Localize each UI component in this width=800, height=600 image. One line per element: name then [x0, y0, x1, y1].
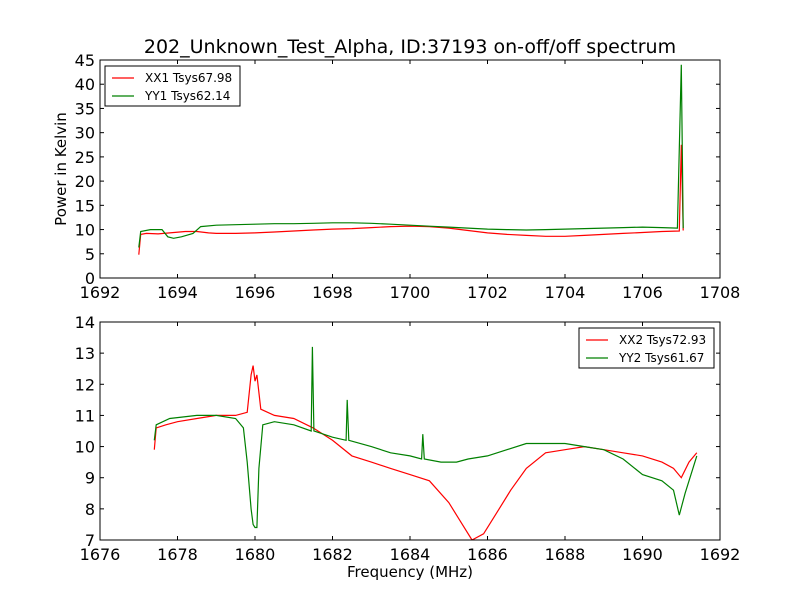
chart-1: 1692 1694 1696 1698 1700 1702 1704 1706 1708 0 5 10… [52, 51, 740, 302]
chart-2-xlabel: Frequency (MHz) [347, 563, 473, 581]
chart-2-xtick-label: 1690 [622, 545, 663, 564]
chart-2-xtick-label: 1682 [312, 545, 353, 564]
chart-1-xtick-label: 1704 [545, 283, 586, 302]
chart-2-xtick-label: 1676 [80, 545, 121, 564]
chart-1-xtick-label: 1708 [700, 283, 741, 302]
chart-1-xtick-label: 1696 [235, 283, 276, 302]
chart-1-ytick-label: 5 [85, 245, 95, 264]
subplots: 1692 1694 1696 1698 1700 1702 1704 1706 1708 0 5 10… [52, 51, 740, 581]
chart-2-xtick-label: 1686 [467, 545, 508, 564]
chart-2-xtick-label: 1688 [545, 545, 586, 564]
chart-1-legend: XX1 Tsys67.98 YY1 Tsys62.14 [104, 65, 241, 107]
chart-1-ytick-label: 10 [75, 221, 95, 240]
chart-2-ytick-label: 8 [85, 500, 95, 519]
chart-2-ytick-label: 7 [85, 531, 95, 550]
chart-2-ytick-label: 11 [75, 406, 95, 425]
chart-1-series-2-line [138, 64, 684, 248]
chart-1-xtick-label: 1700 [390, 283, 431, 302]
chart-1-ylabel: Power in Kelvin [52, 112, 70, 226]
chart-1-ytick-label: 40 [75, 75, 95, 94]
chart-1-ytick-label: 0 [85, 269, 95, 288]
chart-1-ytick-label: 35 [75, 99, 95, 118]
chart-2-legend-label-1: XX2 Tsys72.93 [619, 333, 706, 347]
chart-1-legend-frame [104, 65, 241, 107]
chart-1-xtick-label: 1698 [312, 283, 353, 302]
chart-1-ytick-label: 15 [75, 196, 95, 215]
chart-1-series-1-line [138, 144, 684, 255]
chart-1-ytick-label: 45 [75, 51, 95, 70]
chart-1-xtick-label: 1702 [467, 283, 508, 302]
chart-1-ytick-label: 30 [75, 124, 95, 143]
chart-2-series-2-line [153, 346, 698, 529]
chart-2-xtick-label: 1680 [235, 545, 276, 564]
chart-1-xtick-label: 1694 [157, 283, 198, 302]
chart-2-ytick-label: 9 [85, 469, 95, 488]
chart-2-ytick-label: 12 [75, 375, 95, 394]
chart-2-legend-label-2: YY2 Tsys61.67 [618, 351, 704, 365]
chart-2-xtick-label: 1678 [157, 545, 198, 564]
chart-2-legend-frame [578, 327, 715, 369]
chart-2-legend: XX2 Tsys72.93 YY2 Tsys61.67 [578, 327, 715, 369]
chart-2-series-1-line [153, 365, 698, 540]
chart-1-legend-label-1: XX1 Tsys67.98 [145, 71, 232, 85]
chart-1-xtick-label: 1706 [622, 283, 663, 302]
chart-1-ytick-label: 25 [75, 148, 95, 167]
chart-2-ytick-label: 10 [75, 438, 95, 457]
chart-2-xtick-label: 1684 [390, 545, 431, 564]
chart-2: 1676 1678 1680 1682 1684 1686 1688 1690 1692 7 8 9 1… [75, 313, 741, 581]
chart-2-ytick-label: 13 [75, 344, 95, 363]
chart-1-ytick-label: 20 [75, 172, 95, 191]
figure-title: 202_Unknown_Test_Alpha, ID:37193 on-off/… [144, 36, 676, 58]
chart-2-xtick-label: 1692 [700, 545, 741, 564]
chart-1-legend-label-2: YY1 Tsys62.14 [144, 89, 230, 103]
chart-2-ytick-label: 14 [75, 313, 95, 332]
chart-1-xtick-label: 1692 [80, 283, 121, 302]
